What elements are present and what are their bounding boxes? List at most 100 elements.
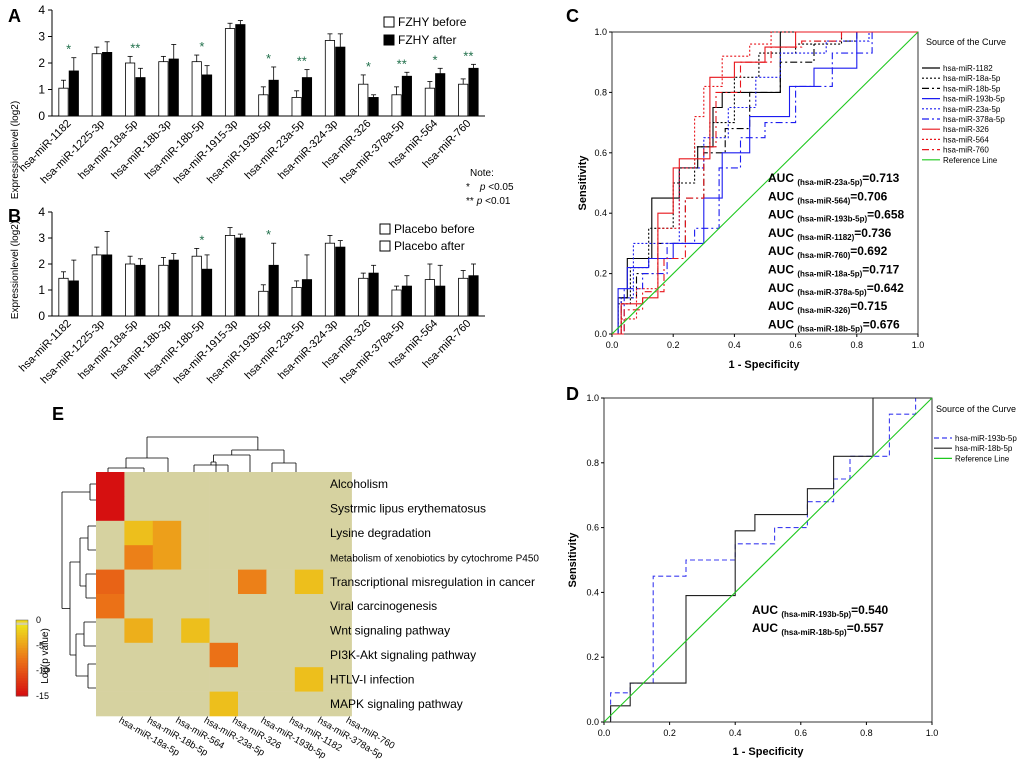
bar [468,67,479,117]
heatmap-cell [209,667,239,692]
colorbar-segment [16,630,28,634]
heatmap-row-label: Systrmic lipus erythematosus [330,502,486,516]
colorbar-segment [16,632,28,636]
significance-mark: ** [397,56,407,71]
heatmap-cell [152,569,182,595]
roc-curve [612,31,918,335]
bar [135,264,146,317]
heatmap-row-label: MAPK signaling pathway [330,697,463,711]
heatmap-cell [152,691,182,717]
colorbar-segment [16,675,28,679]
heatmap-cell [266,569,296,595]
auc-prefix: AUC [768,263,797,277]
heatmap-cell [181,667,210,692]
legend-swatch-placebo-after [379,240,391,252]
note-stars-1: * [466,182,470,193]
bar [91,53,102,117]
roc-curve [612,31,918,335]
roc-curve [603,397,933,723]
legend-label-after: FZHY after [398,33,456,47]
heatmap-cell [266,520,296,546]
heatmap-cell [294,496,324,522]
heatmap-cell [124,691,154,717]
heatmap-cell [96,472,125,497]
heatmap-cell [294,545,324,570]
heatmap-cell [96,667,125,692]
auc-subscript: (hsa-miR-193b-5p) [797,215,867,224]
heatmap-cell [124,667,154,692]
heatmap-cell [323,472,352,497]
colorbar-tick-label: -5 [36,640,44,650]
heatmap-cell [181,618,210,644]
bar [401,285,412,317]
roc-curve [604,397,932,723]
heatmap-cell [181,545,210,570]
bar [168,58,179,117]
plot-frame [611,31,919,335]
heatmap-cell [323,618,352,644]
x-tick-label: 0.6 [789,340,802,350]
legend-swatch-before [383,16,395,28]
row-dendrogram [61,483,96,689]
auc-prefix: AUC [768,299,797,313]
heatmap-cell [209,594,239,619]
auc-value: =0.676 [863,317,900,331]
y-tick-label: 1 [38,283,45,297]
heatmap-cell [323,594,352,619]
heatmap-cell [294,520,324,546]
heatmap-cell [124,520,154,546]
legend-label: hsa-miR-193b-5p [955,434,1017,443]
bar [235,24,246,117]
y-tick-label: 0.4 [594,208,607,218]
auc-prefix: AUC [768,171,797,185]
auc-annotation: AUC (hsa-miR-18a-5p)=0.717 [768,263,900,279]
legend-label: hsa-miR-23a-5p [943,105,1001,114]
x-tick-label: hsa-miR-324-3p [276,318,340,382]
legend-swatch-placebo-before [379,223,391,235]
auc-subscript: (hsa-miR-564) [797,196,850,205]
roc-curve [604,397,932,723]
colorbar-tick-label: 0 [36,615,41,625]
legend-label: Reference Line [943,156,998,165]
roc-curve [611,31,919,335]
auc-subscript: (hsa-miR-18b-5p) [797,324,863,333]
heatmap-cell [152,594,182,619]
bar [58,87,69,117]
bar [468,275,479,317]
heatmap-cell [209,520,239,546]
x-tick-label: 0.2 [663,728,676,738]
colorbar-segment [16,637,28,641]
panel-b-legend: Placebo before Placebo after [379,222,475,253]
auc-value: =0.736 [854,226,891,240]
x-tick-label: hsa-miR-18a-5p [76,318,140,382]
heatmap-row-label: Alcoholism [330,477,388,491]
heatmap-cell [152,472,182,497]
heatmap-cell [266,545,296,570]
x-tick-label: hsa-miR-18b-5p [143,318,207,382]
heatmap-cell [238,594,267,619]
y-tick-label: 0.6 [586,523,599,533]
bar [391,94,402,117]
y-tick-label: 2 [38,257,45,271]
auc-annotation: AUC (hsa-miR-18b-5p)=0.676 [768,317,900,333]
colorbar-segment [16,625,28,629]
significance-mark: ** [463,48,473,63]
heatmap-cell [181,520,210,546]
colorbar-segment [16,678,28,682]
auc-prefix: AUC [768,317,797,331]
heatmap-cell [96,594,125,619]
x-tick-label: hsa-miR-18b-5p [143,118,207,182]
note-text-1: <0.05 [485,182,514,193]
bar [291,286,302,317]
colorbar-segment [16,640,28,644]
auc-value: =0.715 [850,299,887,313]
legend-label: hsa-miR-760 [943,146,989,155]
heatmap-cell [124,569,154,595]
heatmap-cells [96,472,352,717]
plot-frame [603,397,933,723]
colorbar-segment [16,670,28,674]
y-tick-label: 4 [38,3,45,17]
heatmap-row-label: Wnt signaling pathway [330,624,450,638]
heatmap-cell [238,520,267,546]
heatmap-cell [124,642,154,668]
